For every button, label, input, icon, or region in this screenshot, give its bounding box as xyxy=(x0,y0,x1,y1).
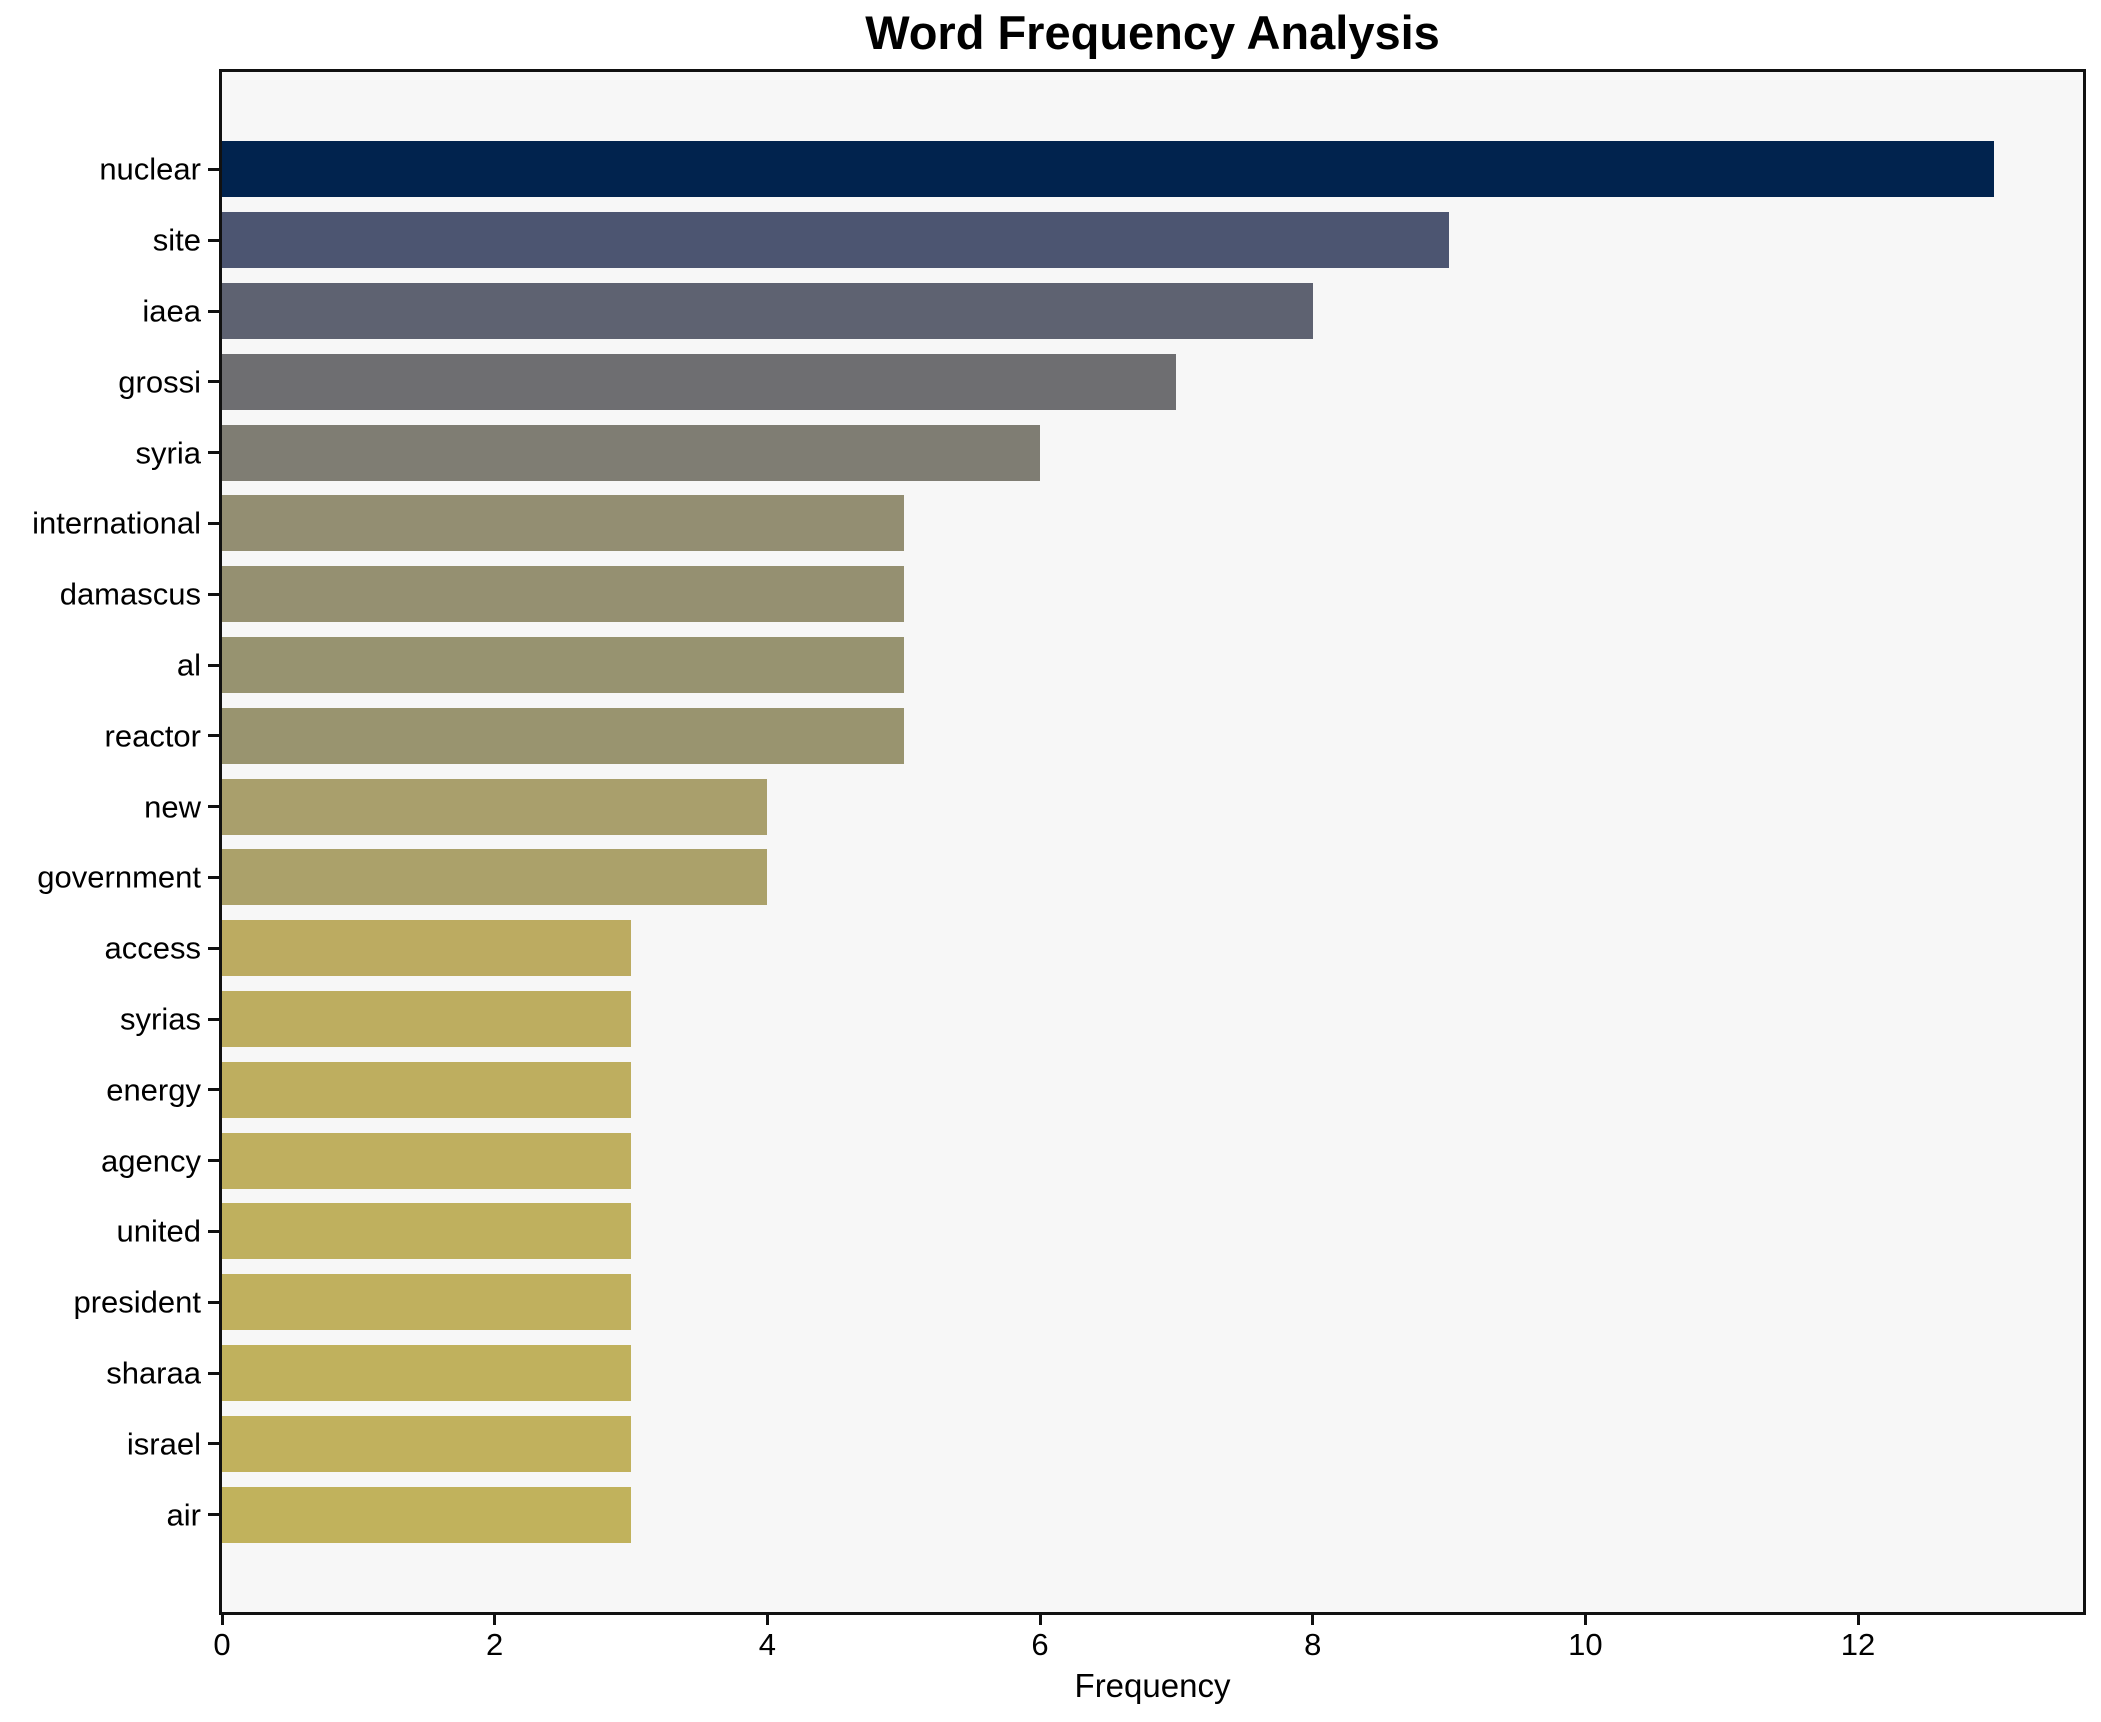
y-tick-mark xyxy=(208,1300,219,1304)
x-tick-mark xyxy=(765,1615,769,1625)
x-tick-label-6: 6 xyxy=(1031,1627,1049,1662)
x-tick-mark xyxy=(1038,1615,1042,1625)
y-tick-mark xyxy=(208,1229,219,1233)
x-axis-label: Frequency xyxy=(1074,1667,1231,1704)
bar-access xyxy=(222,920,631,977)
bar-site xyxy=(222,212,1450,269)
y-tick-label-president: president xyxy=(73,1284,201,1320)
y-tick-label-nuclear: nuclear xyxy=(99,151,201,187)
y-tick-label-syrias: syrias xyxy=(120,1001,201,1037)
bar-syrias xyxy=(222,991,631,1047)
y-tick-label-access: access xyxy=(104,930,201,966)
bar-sharaa xyxy=(222,1345,631,1401)
bar-syria xyxy=(222,424,1041,481)
y-tick-label-iaea: iaea xyxy=(142,293,201,329)
y-tick-label-international: international xyxy=(32,505,201,541)
bar-president xyxy=(222,1274,631,1331)
bar-iaea xyxy=(222,283,1313,339)
y-tick-label-new: new xyxy=(144,789,201,825)
bar-al xyxy=(222,637,904,693)
y-tick-label-site: site xyxy=(152,222,201,258)
y-tick-mark xyxy=(208,1088,219,1092)
x-tick-label-10: 10 xyxy=(1568,1627,1603,1662)
x-tick-mark xyxy=(1311,1615,1315,1625)
bar-grossi xyxy=(222,353,1177,410)
y-tick-mark xyxy=(208,167,219,171)
y-tick-mark xyxy=(208,309,219,313)
chart-title: Word Frequency Analysis xyxy=(865,6,1440,59)
x-tick-mark xyxy=(1856,1615,1860,1625)
bar-damascus xyxy=(222,566,904,623)
y-tick-mark xyxy=(208,663,219,667)
y-tick-mark xyxy=(208,238,219,242)
bar-government xyxy=(222,849,768,906)
y-tick-label-reactor: reactor xyxy=(104,718,201,754)
bar-new xyxy=(222,778,768,835)
y-tick-mark xyxy=(208,521,219,525)
y-tick-label-israel: israel xyxy=(126,1426,201,1462)
y-tick-mark xyxy=(208,380,219,384)
bar-reactor xyxy=(222,707,904,764)
y-tick-mark xyxy=(208,875,219,879)
y-tick-mark xyxy=(208,1159,219,1163)
bar-air xyxy=(222,1486,631,1543)
y-tick-label-government: government xyxy=(37,859,201,895)
y-tick-mark xyxy=(208,1513,219,1517)
y-tick-mark xyxy=(208,592,219,596)
y-tick-mark xyxy=(208,734,219,738)
y-tick-mark xyxy=(208,1017,219,1021)
x-tick-label-2: 2 xyxy=(486,1627,504,1662)
y-tick-label-air: air xyxy=(166,1497,201,1533)
x-tick-label-4: 4 xyxy=(758,1627,776,1662)
y-tick-label-sharaa: sharaa xyxy=(106,1355,201,1391)
y-tick-label-united: united xyxy=(116,1213,201,1249)
y-tick-label-al: al xyxy=(176,647,201,683)
bar-israel xyxy=(222,1415,631,1472)
bar-energy xyxy=(222,1061,631,1118)
y-tick-label-agency: agency xyxy=(101,1143,201,1179)
x-tick-mark xyxy=(493,1615,497,1625)
x-tick-label-12: 12 xyxy=(1840,1627,1876,1662)
x-tick-mark xyxy=(1583,1615,1587,1625)
y-tick-mark xyxy=(208,946,219,950)
bar-united xyxy=(222,1203,631,1260)
y-tick-label-syria: syria xyxy=(135,435,201,471)
plot-area xyxy=(219,69,2086,1615)
y-tick-mark xyxy=(208,451,219,455)
bar-international xyxy=(222,495,904,552)
x-tick-label-8: 8 xyxy=(1304,1627,1322,1662)
y-tick-label-damascus: damascus xyxy=(59,576,201,612)
x-tick-label-0: 0 xyxy=(213,1627,231,1662)
bar-agency xyxy=(222,1132,631,1189)
bar-nuclear xyxy=(222,141,1995,198)
y-tick-mark xyxy=(208,1371,219,1375)
y-tick-mark xyxy=(208,1442,219,1446)
y-tick-label-energy: energy xyxy=(106,1072,201,1108)
y-tick-label-grossi: grossi xyxy=(118,364,201,400)
x-tick-mark xyxy=(220,1615,224,1625)
y-tick-mark xyxy=(208,805,219,809)
